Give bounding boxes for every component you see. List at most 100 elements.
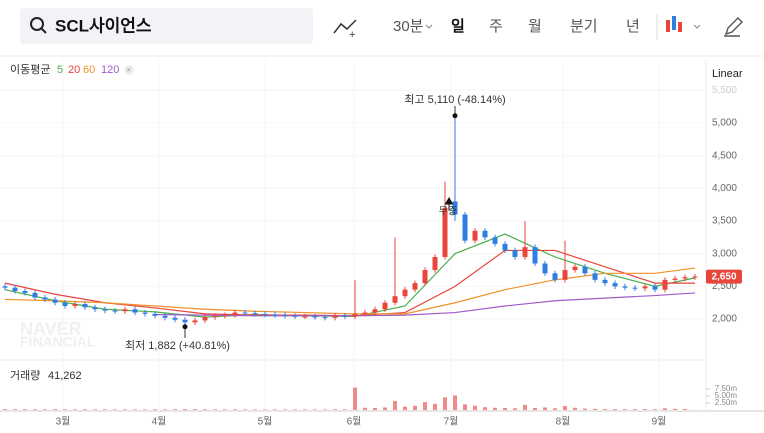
candle-body	[642, 286, 648, 289]
volume-bar	[303, 409, 307, 410]
candle-body	[482, 230, 488, 238]
volume-bar	[93, 409, 97, 410]
interval-tab[interactable]: 주	[489, 18, 503, 35]
volume-tick-label: 5.00m	[715, 391, 738, 400]
indicator-icon[interactable]	[333, 19, 357, 34]
volume-bar	[353, 387, 357, 410]
volume-bar	[473, 405, 477, 410]
candle-body	[232, 312, 238, 316]
chevron	[425, 24, 433, 29]
y-tick-label: 4,500	[712, 150, 737, 161]
chevron	[693, 24, 701, 29]
volume-bar	[153, 409, 157, 410]
candle-body	[252, 313, 258, 315]
volume-bar	[203, 409, 207, 410]
y-tick-label: 3,500	[712, 216, 737, 227]
volume-bar	[663, 408, 667, 410]
volume-bar	[73, 409, 77, 410]
y-tick-label: 5,000	[712, 118, 737, 129]
interval-tab[interactable]: 일	[451, 18, 465, 35]
y-tick-label: 2,500	[712, 281, 737, 292]
search-icon	[40, 27, 47, 34]
ma-close-x: ×	[127, 66, 132, 75]
candle-body	[72, 304, 78, 306]
volume-bar	[583, 408, 587, 410]
volume-bar	[193, 409, 197, 410]
x-tick-label: 6월	[347, 416, 362, 428]
interval-tab[interactable]: 분기	[570, 18, 598, 35]
candle-body	[452, 201, 458, 215]
volume-bar	[43, 409, 47, 410]
event-arrow	[444, 197, 454, 210]
search-box[interactable]	[20, 8, 313, 44]
volume-bar	[543, 407, 547, 410]
volume-bar	[573, 407, 577, 410]
interval-tab[interactable]: 30분	[393, 18, 424, 35]
volume-bar	[163, 409, 167, 410]
candle-body	[52, 299, 58, 303]
volume-bar	[533, 408, 537, 410]
candle-body	[682, 277, 688, 279]
candle-body	[522, 247, 528, 257]
volume-title: 거래량	[10, 369, 40, 382]
candle-body	[532, 247, 538, 264]
candle-body	[422, 270, 428, 284]
volume-bar	[383, 407, 387, 410]
high-annotation: 최고 5,110 (-48.14%)	[404, 93, 505, 106]
ma-legend: 20	[68, 64, 80, 76]
candle-body	[362, 312, 368, 314]
candle-body	[222, 315, 228, 317]
low-annotation: 최저 1,882 (+40.81%)	[125, 339, 230, 352]
candle-body	[352, 313, 358, 317]
candle-body	[152, 313, 158, 316]
scale-label[interactable]: Linear	[712, 68, 743, 80]
candle-body	[652, 286, 658, 290]
volume-bar	[453, 395, 457, 410]
volume-bar	[633, 409, 637, 410]
candle-body	[382, 302, 388, 310]
volume-bar	[503, 408, 507, 410]
volume-bar	[223, 409, 227, 410]
interval-tab[interactable]: 년	[626, 18, 640, 35]
y-tick-label: 4,000	[712, 183, 737, 194]
candle-body	[182, 319, 188, 323]
candle-body	[402, 289, 408, 297]
ma-line	[4, 249, 695, 317]
volume-bar	[683, 409, 687, 410]
last-price-label: 2,650	[711, 272, 736, 283]
candle-body	[102, 309, 108, 311]
candle-body	[22, 290, 28, 293]
candle-body	[322, 317, 328, 319]
candle-body	[312, 316, 318, 318]
candle-body	[172, 317, 178, 320]
chart-type-icon[interactable]	[672, 16, 676, 30]
candle-body	[432, 256, 438, 271]
candle-body	[632, 287, 638, 289]
volume-bar	[243, 409, 247, 410]
chart-type-icon[interactable]	[666, 20, 670, 32]
candle-body	[492, 237, 498, 244]
candle-body	[562, 270, 568, 280]
draw-icon[interactable]	[724, 17, 743, 37]
volume-bar	[613, 409, 617, 410]
interval-tab[interactable]: 월	[528, 18, 542, 35]
candle-body	[612, 283, 618, 287]
candle-body	[142, 312, 148, 314]
volume-bar	[333, 409, 337, 410]
volume-bar	[53, 409, 57, 410]
ma-close[interactable]	[124, 65, 134, 75]
candle-body	[602, 279, 608, 284]
volume-bar	[3, 409, 7, 410]
candle-body	[62, 302, 68, 306]
ma-legend: 120	[101, 64, 119, 76]
candle-body	[112, 310, 118, 312]
volume-bar	[373, 408, 377, 410]
candle-body	[332, 315, 338, 318]
candle-body	[692, 276, 698, 278]
ma-legend: 60	[83, 64, 95, 76]
watermark: NAVER	[20, 319, 82, 339]
volume-bar	[443, 397, 447, 410]
chart-type-icon[interactable]	[678, 22, 682, 32]
volume-bar	[653, 409, 657, 410]
candle-body	[32, 292, 38, 298]
